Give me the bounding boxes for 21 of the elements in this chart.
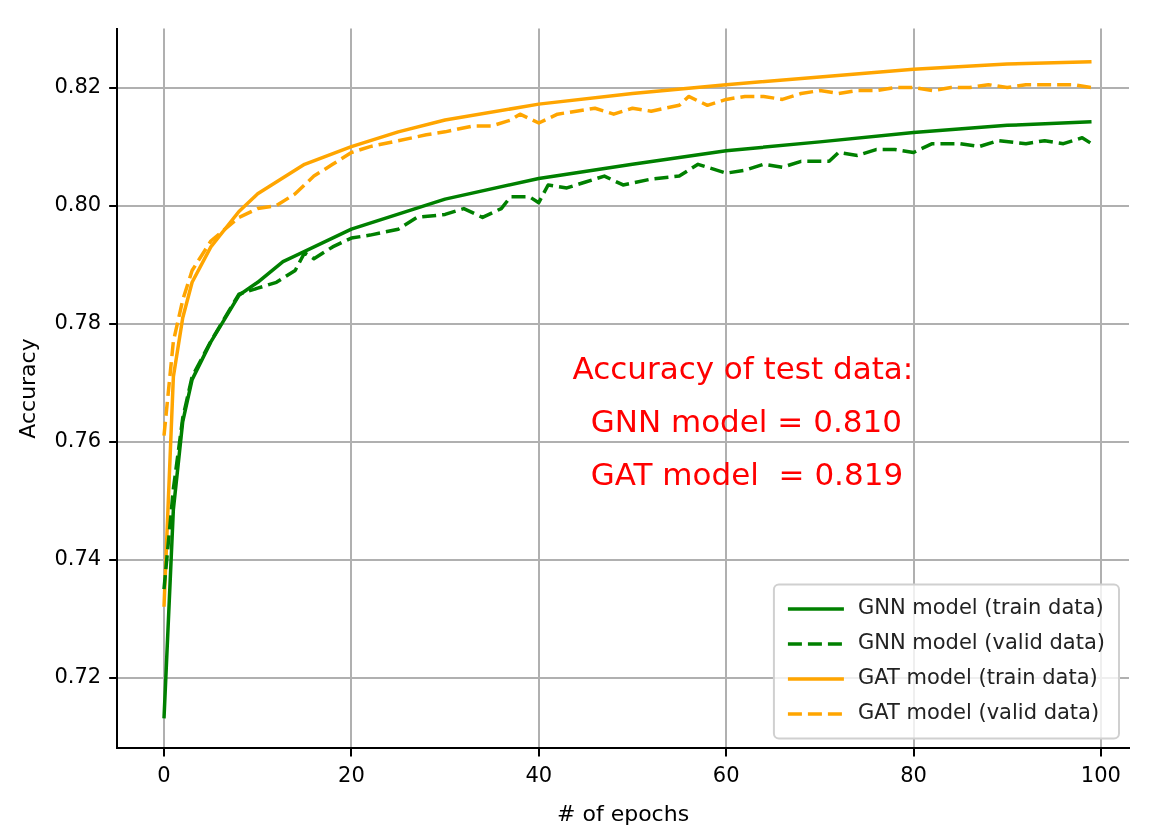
x-tick-label: 100: [1080, 763, 1121, 788]
legend-label: GNN model (valid data): [857, 630, 1106, 655]
x-tick-label: 80: [900, 763, 927, 788]
annotation: GNN model = 0.810: [590, 402, 902, 439]
x-tick-label: 60: [712, 763, 740, 788]
y-axis-title: Accuracy: [14, 338, 40, 439]
y-tick-label: 0.80: [54, 192, 102, 217]
x-tick-label: 20: [338, 763, 365, 788]
legend-label: GNN model (train data): [857, 595, 1104, 620]
annotation: Accuracy of test data:: [572, 349, 914, 386]
x-axis-title: # of epochs: [557, 800, 690, 826]
x-tick-label: 40: [525, 763, 553, 788]
y-tick-label: 0.82: [54, 74, 102, 99]
legend-label: GAT model (valid data): [857, 700, 1100, 725]
x-tick-label: 0: [157, 763, 171, 788]
y-tick-label: 0.76: [54, 428, 102, 453]
legend-label: GAT model (train data): [857, 665, 1098, 690]
annotation: GAT model = 0.819: [590, 455, 904, 492]
y-tick-label: 0.78: [54, 310, 102, 335]
y-tick-label: 0.72: [54, 664, 102, 689]
y-tick-label: 0.74: [54, 546, 102, 571]
